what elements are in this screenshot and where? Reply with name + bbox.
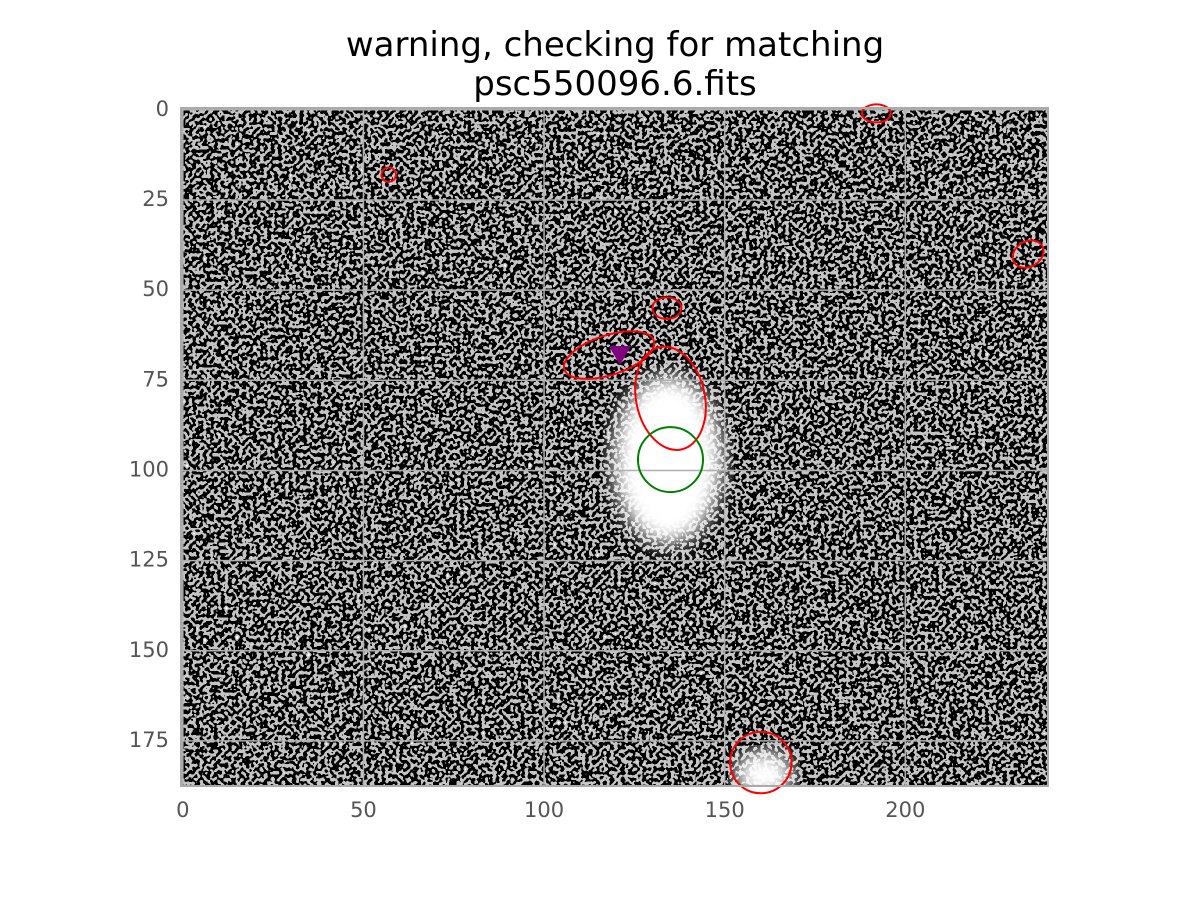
- y-tick-label: 25: [142, 187, 169, 211]
- x-tick-label: 200: [885, 798, 925, 822]
- source-ellipse: [1011, 239, 1045, 269]
- y-tick-label: 150: [129, 638, 169, 662]
- source-ellipse: [380, 166, 397, 183]
- source-ellipse: [634, 345, 707, 451]
- title-line: warning, checking for matching: [346, 25, 884, 65]
- position-marker: [608, 346, 631, 366]
- source-ellipse: [636, 426, 705, 494]
- source-glow: [734, 750, 794, 786]
- source-ellipse: [860, 103, 892, 124]
- y-tick-label: 75: [142, 367, 169, 391]
- source-ellipse: [562, 330, 656, 380]
- source-ellipse: [651, 296, 683, 320]
- x-tick-label: 50: [350, 798, 377, 822]
- y-tick-label: 175: [129, 728, 169, 752]
- y-tick-label: 100: [129, 457, 169, 481]
- x-tick-label: 100: [524, 798, 564, 822]
- source-ellipse: [729, 730, 793, 795]
- frame: [180, 107, 1049, 787]
- image: [181, 108, 1048, 786]
- x-tick-label: 0: [176, 798, 189, 822]
- x-tick-label: 150: [705, 798, 745, 822]
- y-tick-label: 0: [156, 97, 169, 121]
- y-tick-label: 125: [129, 548, 169, 572]
- title-line: psc550096.6.fits: [473, 64, 757, 104]
- overlay: [181, 103, 1048, 795]
- y-tick-label: 50: [142, 277, 169, 301]
